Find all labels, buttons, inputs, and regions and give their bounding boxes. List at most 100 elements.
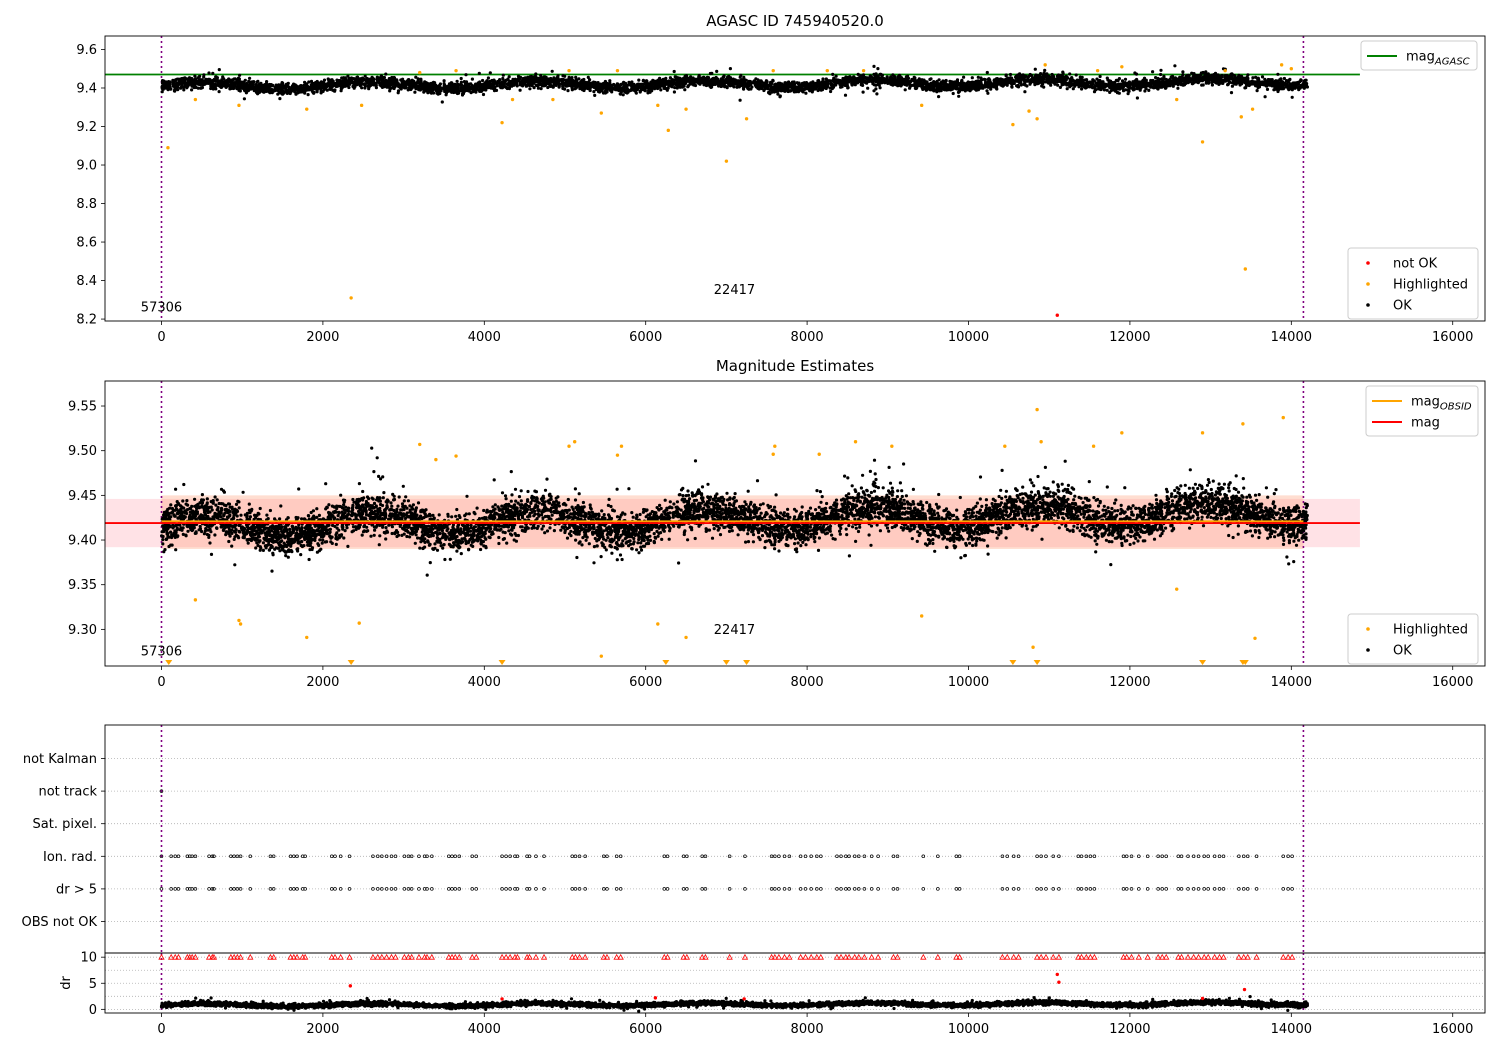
data-point-ok xyxy=(1079,82,1083,86)
data-point-ok xyxy=(626,90,630,94)
data-point-ok xyxy=(929,77,933,81)
data-point-ok xyxy=(999,78,1003,82)
data-point-ok xyxy=(1217,80,1221,84)
data-point-ok xyxy=(650,89,654,93)
data-point-ok xyxy=(1163,86,1168,90)
data-point-ok xyxy=(973,82,977,86)
data-point-ok xyxy=(486,76,490,80)
data-point-ok xyxy=(760,86,764,91)
data-point-ok xyxy=(190,88,194,92)
data-point-ok xyxy=(1281,87,1285,91)
data-point-ok xyxy=(702,80,706,84)
data-point-ok xyxy=(593,82,597,86)
data-point-ok xyxy=(767,90,771,94)
data-point-ok xyxy=(1042,85,1046,89)
data-point-ok xyxy=(1282,76,1286,81)
data-point-ok xyxy=(1117,77,1121,81)
data-point-ok xyxy=(717,80,721,84)
data-point-ok xyxy=(1065,75,1069,79)
data-point-ok xyxy=(646,91,650,95)
data-point-ok xyxy=(488,71,492,75)
data-point-ok xyxy=(912,75,916,79)
data-point-ok xyxy=(876,67,880,71)
data-point-ok xyxy=(740,78,744,82)
data-point-ok xyxy=(182,81,186,85)
data-point-ok xyxy=(207,71,211,75)
data-point-ok xyxy=(311,82,315,86)
data-point-ok xyxy=(941,79,945,83)
data-point-ok xyxy=(343,84,347,88)
data-point-ok xyxy=(1098,74,1102,79)
data-point-ok xyxy=(615,82,619,86)
data-point-ok xyxy=(1197,75,1201,79)
data-point-ok xyxy=(797,81,801,85)
data-point-ok xyxy=(455,83,460,87)
data-point-ok xyxy=(908,82,912,86)
data-point-ok xyxy=(937,95,941,99)
data-point-ok xyxy=(1068,82,1072,86)
data-point-ok xyxy=(1110,86,1114,90)
data-point-ok xyxy=(928,86,932,90)
data-point-ok xyxy=(217,68,221,72)
data-point-ok xyxy=(738,98,742,102)
data-point-ok xyxy=(1071,87,1075,91)
data-point-ok xyxy=(355,76,359,80)
data-point-ok xyxy=(1048,75,1052,79)
data-point-ok xyxy=(505,82,509,86)
data-point-ok xyxy=(961,86,966,90)
data-point-ok xyxy=(1256,80,1260,84)
data-point-ok xyxy=(452,88,456,92)
data-point-ok xyxy=(688,82,692,86)
data-point-ok xyxy=(173,89,177,93)
data-point-ok xyxy=(633,85,637,89)
data-point-ok xyxy=(265,80,269,84)
data-point-ok xyxy=(1057,79,1062,83)
data-point-ok xyxy=(1263,77,1267,81)
data-point-ok xyxy=(911,83,915,87)
data-point-ok xyxy=(545,80,549,84)
data-point-ok xyxy=(792,85,796,89)
data-point-ok xyxy=(874,76,878,80)
data-point-ok xyxy=(840,85,844,89)
data-point-ok xyxy=(970,76,974,80)
data-point-ok xyxy=(257,86,261,90)
data-point-ok xyxy=(331,88,335,92)
data-point-ok xyxy=(459,76,463,81)
data-point-ok xyxy=(593,93,597,97)
data-point-ok xyxy=(165,83,170,87)
data-point-ok xyxy=(1159,72,1163,77)
data-point-ok xyxy=(1255,89,1259,93)
data-point-ok xyxy=(1276,81,1280,85)
data-point-ok xyxy=(920,78,924,82)
data-point-ok xyxy=(955,80,959,84)
data-point-ok xyxy=(952,80,956,84)
data-point-ok xyxy=(374,86,378,90)
data-point-ok xyxy=(961,81,966,85)
data-point-ok xyxy=(1230,75,1234,79)
data-point-ok xyxy=(604,90,609,94)
data-point-ok xyxy=(211,87,215,91)
data-point-ok xyxy=(481,86,485,90)
data-point-ok xyxy=(603,79,608,84)
data-point-ok xyxy=(1210,80,1214,84)
data-point-ok xyxy=(960,78,964,82)
data-point-ok xyxy=(1068,72,1072,76)
data-point-ok xyxy=(459,80,463,84)
data-point-ok xyxy=(434,83,438,87)
data-point-ok xyxy=(498,78,502,82)
data-point-ok xyxy=(1246,73,1250,77)
data-point-ok xyxy=(1239,74,1244,78)
data-point-ok xyxy=(608,79,612,83)
data-point-ok xyxy=(219,82,223,86)
data-point-ok xyxy=(1002,81,1006,85)
data-point-ok xyxy=(1058,85,1062,89)
data-point-ok xyxy=(211,71,215,75)
data-point-ok xyxy=(369,82,373,86)
data-point-ok xyxy=(236,85,241,89)
data-point-ok xyxy=(404,85,408,89)
data-point-ok xyxy=(540,83,544,87)
data-point-ok xyxy=(487,85,491,89)
data-point-ok xyxy=(1260,75,1265,79)
data-point-ok xyxy=(1027,74,1031,78)
